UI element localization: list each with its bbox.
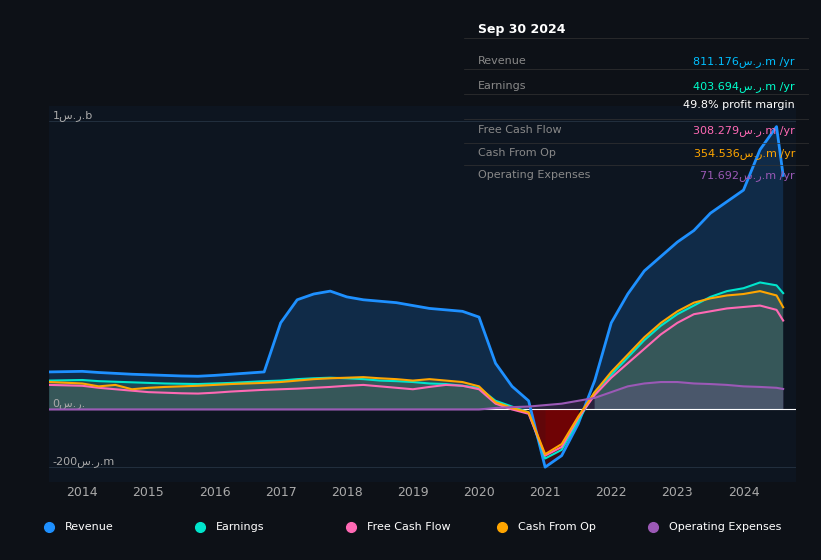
Text: Revenue: Revenue: [478, 56, 526, 66]
Text: 811.176س.ر.m /yr: 811.176س.ر.m /yr: [694, 56, 795, 67]
Text: Cash From Op: Cash From Op: [518, 522, 596, 531]
Text: 1س.ر.b: 1س.ر.b: [53, 110, 93, 121]
Text: 308.279س.ر.m /yr: 308.279س.ر.m /yr: [693, 125, 795, 136]
Text: 71.692س.ر.m /yr: 71.692س.ر.m /yr: [700, 170, 795, 181]
Text: 0س.ر.: 0س.ر.: [53, 398, 86, 409]
Text: Free Cash Flow: Free Cash Flow: [367, 522, 451, 531]
Text: 49.8% profit margin: 49.8% profit margin: [683, 100, 795, 110]
Text: 403.694س.ر.m /yr: 403.694س.ر.m /yr: [693, 81, 795, 92]
Text: Free Cash Flow: Free Cash Flow: [478, 125, 562, 135]
Text: Revenue: Revenue: [65, 522, 114, 531]
Text: Sep 30 2024: Sep 30 2024: [478, 23, 565, 36]
Text: Cash From Op: Cash From Op: [478, 148, 556, 158]
Text: Earnings: Earnings: [478, 81, 526, 91]
Text: -200س.ر.m: -200س.ر.m: [53, 456, 115, 466]
Text: Operating Expenses: Operating Expenses: [478, 170, 590, 180]
Text: Earnings: Earnings: [216, 522, 265, 531]
Text: Operating Expenses: Operating Expenses: [669, 522, 782, 531]
Text: 354.536س.ر.m /yr: 354.536س.ر.m /yr: [694, 148, 795, 159]
